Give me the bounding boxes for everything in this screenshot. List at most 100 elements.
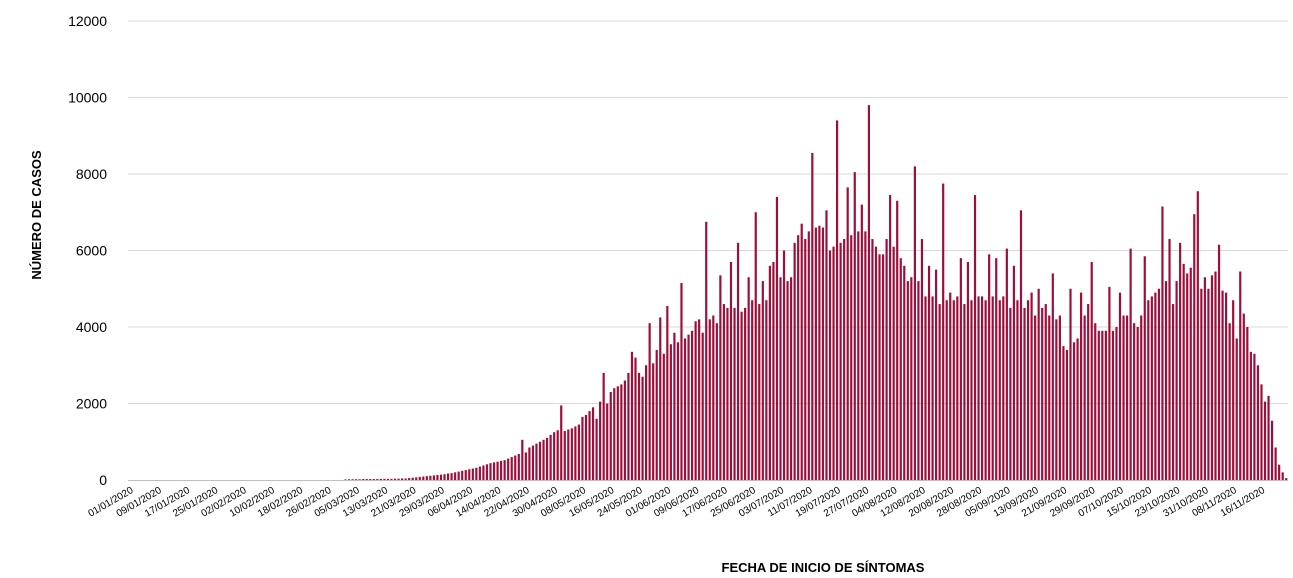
bar — [1094, 323, 1097, 480]
bar — [1055, 319, 1058, 480]
y-tick-label: 6000 — [76, 243, 107, 259]
bar — [1278, 464, 1281, 480]
bar — [1207, 288, 1210, 480]
bar — [1154, 292, 1157, 480]
bar — [531, 445, 535, 480]
bar — [1182, 263, 1185, 480]
bar — [641, 376, 644, 480]
bar — [1133, 323, 1136, 480]
bar — [1076, 338, 1079, 480]
bar — [687, 334, 690, 480]
bar — [475, 467, 478, 480]
bar — [411, 477, 414, 480]
bar — [1026, 300, 1030, 480]
bar — [963, 304, 966, 480]
bar — [1246, 327, 1249, 480]
bar — [422, 476, 425, 480]
bar — [595, 418, 598, 480]
y-tick-label: 2000 — [76, 396, 107, 412]
bar — [662, 353, 665, 480]
bar — [1009, 307, 1012, 481]
bar — [652, 363, 655, 480]
bar — [1129, 248, 1132, 480]
x-axis-ticks: 01/01/202009/01/202017/01/202025/01/2020… — [86, 485, 1267, 520]
bar — [659, 317, 662, 480]
bar — [599, 401, 602, 480]
bar — [1136, 327, 1139, 480]
bar — [867, 105, 871, 481]
bar — [637, 372, 641, 480]
bar — [1104, 330, 1107, 480]
bar — [492, 462, 496, 480]
bar — [1108, 286, 1111, 480]
bar — [415, 477, 418, 480]
bar — [393, 478, 397, 480]
bar — [538, 441, 542, 480]
bar — [1253, 353, 1256, 480]
bar — [942, 183, 945, 480]
bar — [768, 265, 771, 480]
bar — [418, 476, 421, 480]
bar — [365, 479, 368, 480]
y-tick-label: 8000 — [76, 166, 107, 182]
bar — [952, 300, 955, 480]
bar — [1083, 315, 1086, 480]
bar — [980, 296, 984, 480]
bar — [988, 254, 991, 480]
bar — [828, 250, 832, 480]
bar — [563, 431, 566, 480]
bar — [698, 319, 701, 480]
bar — [464, 470, 467, 480]
bar — [400, 478, 404, 480]
bar — [436, 475, 439, 480]
bar — [927, 265, 931, 480]
bar — [655, 349, 658, 480]
bar — [602, 372, 605, 480]
bar — [811, 152, 814, 480]
bar — [376, 479, 379, 480]
bar — [1270, 420, 1274, 480]
bar — [1115, 327, 1118, 480]
bar — [1203, 277, 1206, 480]
bar — [959, 258, 962, 480]
bar — [450, 473, 453, 480]
bar — [1111, 330, 1115, 480]
bar — [1217, 244, 1221, 480]
bar — [956, 296, 959, 480]
bar — [839, 242, 842, 480]
bar — [977, 296, 980, 480]
bar — [804, 239, 807, 480]
bar — [676, 342, 680, 480]
bar — [782, 250, 786, 480]
bar — [1140, 315, 1143, 480]
bar — [779, 277, 782, 480]
bar — [1179, 242, 1182, 480]
bar — [733, 307, 736, 481]
bar — [878, 254, 881, 480]
bar — [758, 304, 761, 480]
bar — [581, 416, 584, 480]
bar — [439, 474, 443, 480]
bar — [496, 461, 499, 480]
bar — [1260, 384, 1263, 481]
bar — [1239, 271, 1242, 480]
bar — [736, 242, 740, 480]
bar — [938, 304, 941, 480]
bar — [860, 204, 863, 480]
bar — [1196, 191, 1199, 480]
bar — [896, 200, 899, 480]
bar — [1019, 210, 1023, 480]
bar — [553, 432, 556, 480]
bar — [1274, 447, 1277, 480]
bar — [881, 254, 885, 480]
bar — [1186, 273, 1189, 480]
bar — [623, 380, 626, 480]
bar — [383, 478, 386, 480]
bar — [344, 479, 347, 480]
bar — [1150, 296, 1153, 480]
bar — [1232, 300, 1235, 480]
bar — [1228, 323, 1231, 480]
bar — [358, 479, 361, 480]
bar — [935, 269, 938, 481]
bar — [503, 460, 506, 480]
